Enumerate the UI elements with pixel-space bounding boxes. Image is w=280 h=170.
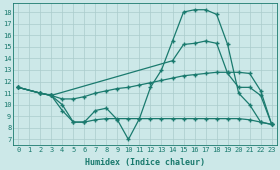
X-axis label: Humidex (Indice chaleur): Humidex (Indice chaleur) [85, 158, 205, 167]
